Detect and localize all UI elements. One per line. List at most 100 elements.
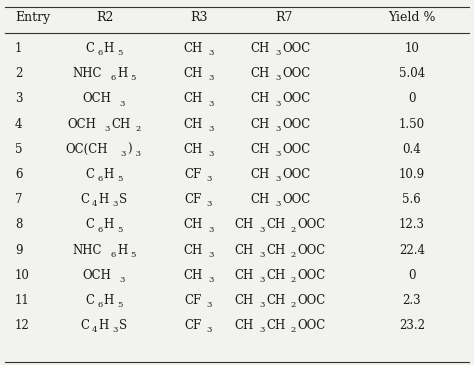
- Text: NHC: NHC: [72, 67, 102, 80]
- Text: CH: CH: [250, 143, 270, 156]
- Text: 3: 3: [208, 150, 213, 158]
- Text: CF: CF: [185, 294, 202, 307]
- Text: 3: 3: [120, 276, 125, 284]
- Text: 2.3: 2.3: [402, 294, 421, 307]
- Text: CH: CH: [183, 92, 202, 105]
- Text: CH: CH: [250, 42, 270, 55]
- Text: 5: 5: [15, 143, 22, 156]
- Text: 5: 5: [117, 301, 122, 309]
- Text: C: C: [80, 193, 89, 206]
- Text: 3: 3: [208, 276, 213, 284]
- Text: 0: 0: [408, 269, 416, 282]
- Text: CH: CH: [266, 319, 285, 332]
- Text: 3: 3: [120, 100, 125, 108]
- Text: C: C: [85, 294, 94, 307]
- Text: C: C: [85, 42, 94, 55]
- Text: 3: 3: [275, 175, 281, 183]
- Text: 3: 3: [275, 150, 281, 158]
- Text: 4: 4: [15, 118, 22, 131]
- Text: 5.04: 5.04: [399, 67, 425, 80]
- Text: 3: 3: [275, 100, 281, 108]
- Text: Yield %: Yield %: [388, 11, 436, 24]
- Text: CH: CH: [266, 269, 285, 282]
- Text: R2: R2: [96, 11, 113, 24]
- Text: OC(CH: OC(CH: [66, 143, 108, 156]
- Text: CH: CH: [235, 269, 254, 282]
- Text: 3: 3: [208, 125, 213, 133]
- Text: H: H: [117, 243, 127, 257]
- Text: OOC: OOC: [282, 118, 310, 131]
- Text: NHC: NHC: [72, 243, 102, 257]
- Text: 10.9: 10.9: [399, 168, 425, 181]
- Text: 5: 5: [117, 175, 122, 183]
- Text: 12: 12: [15, 319, 29, 332]
- Text: OCH: OCH: [82, 92, 111, 105]
- Text: CH: CH: [183, 42, 202, 55]
- Text: CH: CH: [111, 118, 130, 131]
- Text: CH: CH: [266, 294, 285, 307]
- Text: 2: 2: [291, 301, 296, 309]
- Text: CH: CH: [266, 218, 285, 231]
- Text: 3: 3: [15, 92, 22, 105]
- Text: 3: 3: [275, 49, 281, 57]
- Text: 3: 3: [133, 150, 141, 158]
- Text: C: C: [85, 218, 94, 231]
- Text: 23.2: 23.2: [399, 319, 425, 332]
- Text: 12.3: 12.3: [399, 218, 425, 231]
- Text: 3: 3: [120, 150, 126, 158]
- Text: 22.4: 22.4: [399, 243, 425, 257]
- Text: 5: 5: [117, 226, 122, 234]
- Text: 5: 5: [117, 49, 122, 57]
- Text: H: H: [117, 67, 127, 80]
- Text: CH: CH: [250, 168, 270, 181]
- Text: OOC: OOC: [298, 218, 326, 231]
- Text: OOC: OOC: [282, 42, 310, 55]
- Text: 6: 6: [15, 168, 22, 181]
- Text: R7: R7: [275, 11, 293, 24]
- Text: CH: CH: [183, 218, 202, 231]
- Text: S: S: [119, 319, 127, 332]
- Text: 2: 2: [15, 67, 22, 80]
- Text: 3: 3: [259, 226, 264, 234]
- Text: 7: 7: [15, 193, 22, 206]
- Text: OOC: OOC: [282, 92, 310, 105]
- Text: 4: 4: [91, 326, 97, 334]
- Text: 3: 3: [112, 326, 117, 334]
- Text: OOC: OOC: [282, 67, 310, 80]
- Text: CH: CH: [250, 193, 270, 206]
- Text: CH: CH: [183, 143, 202, 156]
- Text: OOC: OOC: [298, 269, 326, 282]
- Text: 2: 2: [136, 125, 141, 133]
- Text: CH: CH: [250, 92, 270, 105]
- Text: S: S: [119, 193, 127, 206]
- Text: CH: CH: [266, 243, 285, 257]
- Text: CH: CH: [183, 243, 202, 257]
- Text: 0.4: 0.4: [402, 143, 421, 156]
- Text: 3: 3: [112, 200, 117, 208]
- Text: OCH: OCH: [82, 269, 111, 282]
- Text: 3: 3: [207, 301, 212, 309]
- Text: H: H: [99, 193, 109, 206]
- Text: 3: 3: [207, 175, 212, 183]
- Text: 0: 0: [408, 92, 416, 105]
- Text: C: C: [80, 319, 89, 332]
- Text: CH: CH: [235, 319, 254, 332]
- Text: C: C: [85, 168, 94, 181]
- Text: 3: 3: [208, 74, 213, 82]
- Text: 5.6: 5.6: [402, 193, 421, 206]
- Text: H: H: [104, 218, 114, 231]
- Text: 3: 3: [208, 226, 213, 234]
- Text: 2: 2: [291, 251, 296, 259]
- Text: 6: 6: [110, 251, 116, 259]
- Text: 1: 1: [15, 42, 22, 55]
- Text: H: H: [104, 168, 114, 181]
- Text: 3: 3: [208, 100, 213, 108]
- Text: 6: 6: [97, 175, 102, 183]
- Text: OOC: OOC: [298, 294, 326, 307]
- Text: 4: 4: [91, 200, 97, 208]
- Text: H: H: [99, 319, 109, 332]
- Text: 9: 9: [15, 243, 22, 257]
- Text: R3: R3: [191, 11, 208, 24]
- Text: H: H: [104, 294, 114, 307]
- Text: 8: 8: [15, 218, 22, 231]
